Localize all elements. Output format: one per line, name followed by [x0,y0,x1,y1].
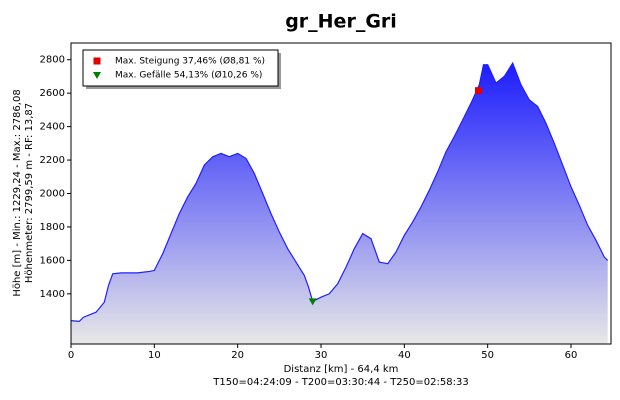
marker [475,87,482,95]
y-tick-label: 2200 [40,155,65,166]
x-tick-label: 10 [148,350,161,361]
x-tick-label: 50 [481,350,494,361]
x-tick-label: 0 [68,350,74,361]
profile-line [70,61,609,323]
legend-symbol [93,72,101,79]
x-axis-label: T150=04:24:09 - T200=03:30:44 - T250=02:… [212,377,468,388]
x-axis-label: Distanz [km] - 64,4 km [284,364,399,375]
legend [82,49,279,87]
legend-label: Max. Steigung 37,46% (Ø8,81 %) [115,56,265,67]
y-tick-label: 2600 [40,88,65,99]
chart-title: gr_Her_Gri [285,11,397,33]
legend-symbol [93,57,101,65]
y-tick-label: 2000 [40,189,65,200]
y-tick-label: 2400 [40,122,65,133]
y-tick-label: 1600 [40,255,65,266]
y-tick-label: 1400 [40,289,65,300]
y-tick-label: 1800 [40,222,65,233]
marker [308,298,317,306]
area-fill [71,63,608,344]
x-tick-label: 30 [315,350,328,361]
y-axis-label: Höhe [m] - Min.: 1229,24 - Max.: 2786,08 [12,89,23,296]
y-axis-label: Höhenmeter: 2799,59 m - RF: 13,87 [24,103,35,283]
legend-label: Max. Gefälle 54,13% (Ø10,26 %) [115,70,262,81]
x-tick-label: 40 [398,350,411,361]
x-tick-label: 20 [231,350,244,361]
x-tick-label: 60 [565,350,578,361]
y-tick-label: 2800 [40,55,65,66]
